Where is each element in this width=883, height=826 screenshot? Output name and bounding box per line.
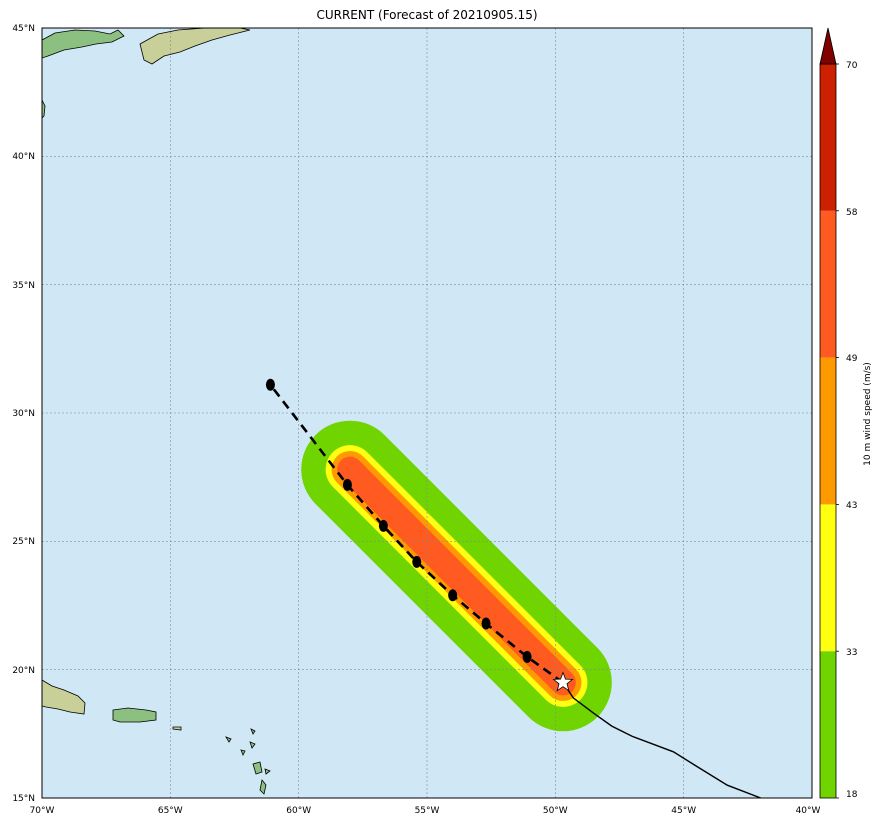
lat-tick-label: 40°N [12, 152, 35, 162]
lon-tick-label: 65°W [158, 806, 183, 816]
forecast-point-marker [378, 519, 388, 532]
forecast-point-marker [265, 378, 275, 391]
forecast-track-line [269, 384, 564, 684]
colorbar-segment [820, 504, 836, 652]
lon-tick-label: 40°W [796, 806, 821, 816]
latitude-tick-labels: 15°N 20°N 25°N 30°N 35°N 40°N 45°N [12, 24, 35, 804]
forecast-point-marker [448, 589, 458, 602]
virgin-islands-landmass [172, 726, 182, 731]
colorbar-tick-label: 33 [846, 648, 857, 658]
lat-tick-label: 30°N [12, 409, 35, 419]
newfoundland-edge-landmass [42, 99, 46, 119]
colorbar-tick-label: 18 [846, 790, 858, 800]
colorbar-segment [820, 357, 836, 505]
colorbar-frame [819, 63, 837, 799]
forecast-point-marker [342, 478, 352, 491]
forecast-point-marker [481, 617, 491, 630]
lat-tick-label: 35°N [12, 281, 35, 291]
hispaniola-landmass [42, 679, 86, 715]
colorbar-tick-label: 70 [846, 61, 858, 71]
nova-scotia-landmass [42, 29, 125, 59]
colorbar-extend-arrow [819, 27, 837, 65]
map-title: CURRENT (Forecast of 20210905.15) [316, 8, 538, 22]
lon-tick-label: 45°W [671, 806, 696, 816]
colorbar-tick-label: 49 [846, 354, 858, 364]
forecast-point-marker [522, 650, 532, 663]
forecast-track-points [265, 378, 532, 663]
colorbar-label: 10 m wind speed (m/s) [863, 362, 873, 466]
lat-tick-label: 25°N [12, 537, 35, 547]
lon-tick-label: 60°W [286, 806, 311, 816]
lat-lon-grid [42, 28, 812, 798]
colorbar-tick-label: 43 [846, 501, 857, 511]
longitude-tick-labels: 70°W 65°W 60°W 55°W 50°W 45°W 40°W [30, 806, 821, 816]
wind-swath [301, 420, 612, 732]
colorbar-segment [820, 651, 836, 798]
colorbar-tick-labels: 18 33 43 49 58 70 [846, 61, 858, 800]
puerto-rico-landmass [112, 707, 157, 723]
land-masses [42, 28, 271, 795]
lat-tick-label: 20°N [12, 666, 35, 676]
current-position-star-icon [552, 671, 574, 692]
lesser-antilles-landmass [225, 728, 271, 795]
map-frame [41, 27, 813, 799]
lat-tick-label: 45°N [12, 24, 35, 34]
lat-tick-label: 15°N [12, 794, 35, 804]
colorbar-segment [820, 210, 836, 358]
lon-tick-label: 70°W [30, 806, 55, 816]
wind-swath-band [337, 456, 576, 696]
colorbar-segment [820, 64, 836, 211]
cape-breton-landmass [139, 28, 251, 65]
lon-tick-label: 55°W [415, 806, 440, 816]
wind-speed-colorbar [819, 27, 839, 799]
past-track-line [562, 682, 761, 798]
colorbar-tick-label: 58 [846, 208, 858, 218]
forecast-point-marker [412, 555, 422, 568]
lon-tick-label: 50°W [543, 806, 568, 816]
